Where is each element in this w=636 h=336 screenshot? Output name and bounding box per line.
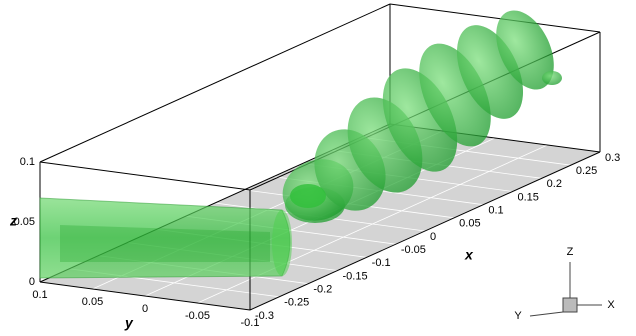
box-edge xyxy=(40,162,250,190)
figure: 0 0.05 0.1 0.1 0.05 0 -0.05 -0.1 -0.3 -0.25 -0.2 -0… xyxy=(0,0,636,336)
z-axis-label: z xyxy=(9,213,17,229)
x-tick-label: -0.2 xyxy=(313,284,332,296)
y-tick-label: 0 xyxy=(142,303,148,315)
blob xyxy=(542,71,562,85)
box-edge xyxy=(390,4,600,32)
y-axis-label: y xyxy=(124,315,134,331)
x-tick-label: 0.25 xyxy=(576,165,597,177)
triad: Z X Y xyxy=(514,246,615,322)
z-tick-label: 0 xyxy=(29,276,35,288)
x-tick-label: 0.05 xyxy=(459,218,480,230)
triad-label: X xyxy=(607,299,615,311)
x-tick-label: 0.2 xyxy=(547,178,562,190)
x-tick-label: -0.1 xyxy=(372,257,391,269)
cylinder-cap xyxy=(272,210,292,276)
y-tick-label: 0.1 xyxy=(32,289,47,301)
x-tick-label: 0.3 xyxy=(605,152,620,164)
z-tick-label: 0.1 xyxy=(20,156,35,168)
x-tick-label: 0.15 xyxy=(518,191,539,203)
y-tick-label: -0.05 xyxy=(185,310,210,322)
x-tick-label: 0.1 xyxy=(488,205,503,217)
y-tick-label: 0.05 xyxy=(82,296,103,308)
triad-axis xyxy=(530,312,563,316)
x-axis-label: x xyxy=(464,247,474,263)
x-tick-label: -0.25 xyxy=(284,297,309,309)
x-tick-label: -0.3 xyxy=(255,310,274,322)
x-tick-label: -0.15 xyxy=(343,270,368,282)
triad-label: Y xyxy=(514,310,522,322)
x-tick-label: -0.05 xyxy=(401,244,426,256)
core xyxy=(290,184,326,208)
x-tick-label: 0 xyxy=(430,231,436,243)
triad-label: Z xyxy=(567,246,574,258)
triad-cube xyxy=(563,298,577,312)
